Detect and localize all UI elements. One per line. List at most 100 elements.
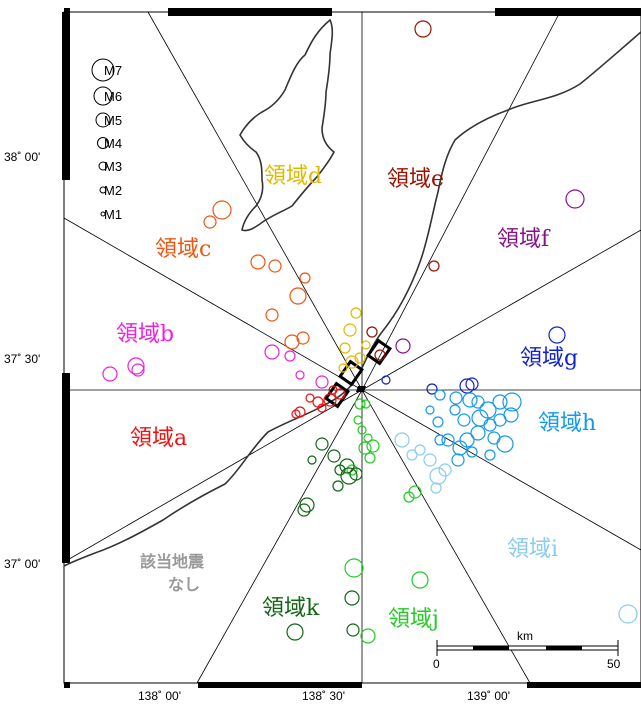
earthquake-circle-region-b	[284, 350, 296, 362]
earthquake-circle-region-e	[414, 20, 432, 38]
earthquake-circle-region-j	[353, 415, 363, 425]
earthquake-circle-region-j	[358, 441, 372, 455]
earthquake-circle-region-i	[414, 444, 426, 456]
earthquake-circle-region-c	[203, 215, 217, 229]
legend-m4: M4	[104, 136, 122, 151]
earthquake-circle-region-c	[265, 308, 279, 322]
region-label-b: 領域b	[116, 322, 174, 347]
region-label-c: 領域c	[155, 237, 211, 262]
earthquake-circle-region-b	[264, 344, 280, 360]
earthquake-circle-region-k	[349, 467, 363, 481]
earthquake-circle-region-a	[317, 403, 327, 413]
region-label-f: 領域f	[497, 227, 551, 252]
earthquake-circle-region-j	[411, 571, 429, 589]
earthquake-circle-region-j	[408, 485, 422, 499]
earthquake-circle-region-j	[346, 464, 358, 476]
earthquake-circle-region-h	[459, 432, 475, 448]
earthquake-circle-region-j	[363, 433, 373, 443]
earthquake-circle-region-d	[361, 340, 371, 350]
earthquake-circle-region-g	[465, 377, 479, 391]
region-label-e: 領域e	[387, 167, 444, 192]
earthquake-circle-region-k	[286, 623, 304, 641]
earthquake-circle-region-c	[296, 331, 310, 345]
region-label-g: 領域g	[520, 346, 578, 371]
region-label-j: 領域j	[388, 607, 439, 632]
no-events-line2: なし	[168, 575, 200, 594]
earthquake-circle-region-h	[471, 409, 489, 427]
earthquake-circle-region-e	[366, 326, 378, 338]
region-label-h: 領域h	[538, 411, 596, 436]
earthquake-circle-region-f	[395, 338, 411, 354]
earthquake-circle-region-i	[394, 432, 410, 448]
magnitude-legend	[91, 58, 115, 217]
earthquake-circle-region-h	[434, 389, 446, 401]
earthquake-circle-region-h	[425, 405, 435, 415]
lat-label-38-00: 38˚ 00'	[4, 150, 40, 164]
earthquake-circle-region-b	[127, 357, 145, 375]
earthquake-circle-region-j	[357, 425, 367, 435]
earthquake-circle-region-k	[344, 590, 360, 606]
no-events-line1: 該当地震	[140, 552, 205, 571]
legend-m5: M5	[104, 113, 122, 128]
scale-min: 0	[433, 657, 440, 671]
earthquake-circle-region-k	[340, 467, 358, 485]
earthquake-circle-region-h	[502, 392, 522, 412]
legend-m3: M3	[104, 159, 122, 174]
sado-island	[239, 18, 336, 232]
earthquake-circle-region-h	[434, 434, 446, 446]
lon-label-138-30: 138˚ 30'	[302, 689, 345, 703]
earthquake-circle-region-g	[459, 378, 475, 394]
earthquake-circle-region-h	[484, 449, 496, 461]
earthquake-circle-region-a	[291, 409, 301, 419]
scale-unit: km	[517, 629, 533, 643]
earthquake-circle-region-f	[565, 189, 585, 209]
earthquake-circle-region-d	[338, 363, 348, 373]
earthquake-circle-region-b	[102, 366, 118, 382]
region-label-d: 領域d	[264, 164, 322, 189]
earthquake-circle-region-h	[503, 407, 519, 423]
earthquake-circle-region-g	[381, 375, 391, 385]
scale-bar	[436, 640, 619, 656]
earthquake-circle-region-i	[438, 463, 452, 477]
lon-label-139-00: 139˚ 00'	[467, 689, 510, 703]
earthquake-circle-region-k	[315, 437, 329, 451]
earthquake-circle-region-e	[374, 349, 386, 361]
earthquake-circle-region-j	[364, 452, 376, 464]
earthquake-circle-region-j	[361, 399, 371, 409]
earthquake-circle-region-h	[432, 416, 444, 428]
scale-max: 50	[607, 657, 621, 671]
earthquake-circle-region-h	[492, 394, 508, 410]
earthquake-circle-region-k	[346, 623, 360, 637]
earthquake-circle-region-h	[496, 435, 514, 453]
earthquake-circle-region-k	[332, 480, 344, 492]
earthquake-circle-region-b	[315, 375, 329, 389]
legend-m1: M1	[104, 207, 122, 222]
earthquake-circle-region-h	[451, 453, 465, 467]
earthquake-circle-region-e	[428, 260, 440, 272]
earthquake-circle-region-c	[212, 200, 232, 220]
earthquake-circle-region-d	[343, 323, 357, 337]
earthquake-circle-region-i	[406, 449, 418, 461]
earthquake-circle-region-k	[307, 455, 317, 465]
earthquake-circle-region-j	[344, 558, 364, 578]
earthquake-circle-region-h	[449, 404, 461, 416]
legend-m7: M7	[104, 63, 122, 78]
legend-m2: M2	[104, 183, 122, 198]
earthquake-circle-region-a	[294, 406, 306, 418]
earthquake-circle-region-h	[462, 392, 478, 408]
earthquake-circle-region-c	[250, 254, 266, 270]
earthquake-circle-region-i	[430, 482, 442, 494]
magnitude-legend-labels: M7 M6 M5 M4 M3 M2 M1	[104, 63, 122, 222]
earthquake-circle-region-g	[548, 326, 566, 344]
earthquake-circle-region-h	[441, 433, 455, 447]
earthquake-circle-region-h	[449, 391, 463, 405]
earthquake-circle-region-h	[471, 395, 485, 409]
earthquake-circle-region-d	[339, 342, 351, 354]
earthquake-circle-region-h	[452, 440, 468, 456]
lat-label-37-30: 37˚ 30'	[4, 352, 40, 366]
earthquake-circle-region-h	[466, 446, 478, 458]
lon-label-138-00: 138˚ 00'	[138, 689, 181, 703]
region-labels: 領域a 領域b 領域c 領域d 領域e 領域f 領域g 領域h 領域i 領域j …	[116, 164, 596, 632]
earthquake-circle-region-j	[360, 628, 376, 644]
